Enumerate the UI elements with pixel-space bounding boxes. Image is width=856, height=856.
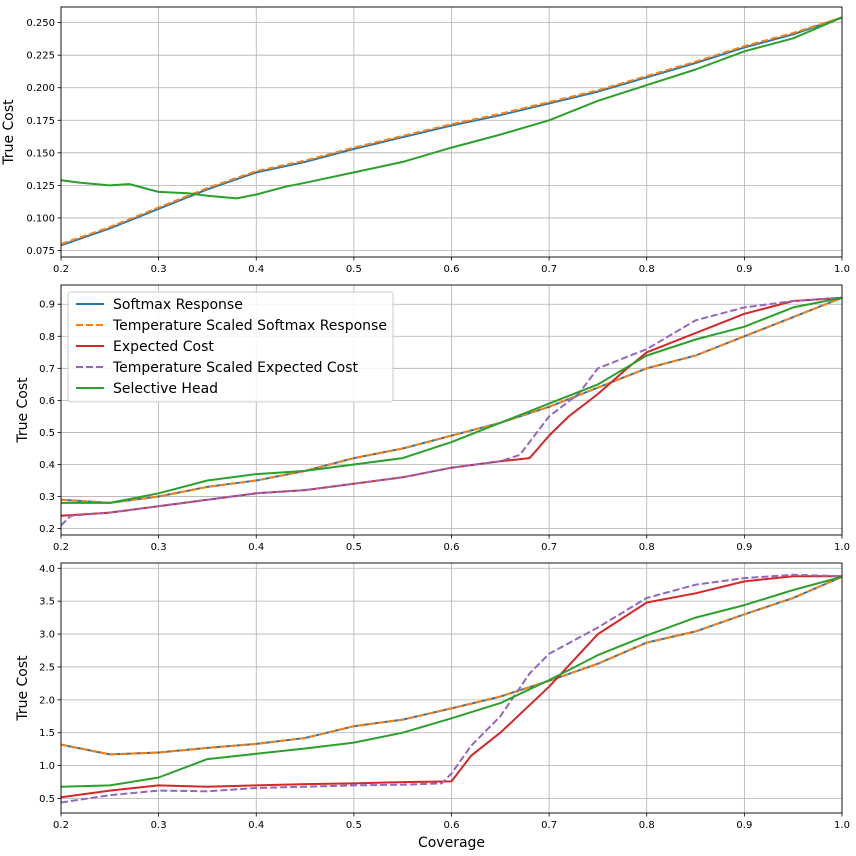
series-line-selective-head [61, 296, 842, 504]
y-tick-label: 0.4 [39, 460, 55, 471]
x-tick-label: 1.0 [834, 820, 850, 831]
y-tick-label: 0.200 [26, 83, 55, 94]
series-line-temperature-scaled-expected-cost [61, 296, 842, 527]
series-line-temperature-scaled-softmax-response [61, 575, 842, 756]
series-line-selective-head [61, 575, 842, 788]
x-tick-label: 0.2 [53, 542, 69, 553]
x-tick-label: 1.0 [834, 542, 850, 553]
series-line-expected-cost [61, 296, 842, 517]
y-tick-label: 0.250 [26, 18, 55, 29]
x-tick-label: 0.3 [151, 820, 167, 831]
x-tick-label: 0.5 [346, 820, 362, 831]
x-tick-label: 0.8 [639, 264, 655, 275]
y-tick-label: 1.5 [39, 728, 55, 739]
x-tick-label: 0.2 [53, 820, 69, 831]
y-tick-label: 0.6 [39, 396, 55, 407]
legend-label: Selective Head [113, 381, 218, 397]
legend-box [67, 291, 394, 403]
x-tick-label: 0.7 [541, 264, 557, 275]
y-tick-label: 0.175 [26, 116, 55, 127]
y-tick-label: 0.150 [26, 148, 55, 159]
y-tick-label: 0.075 [26, 246, 55, 257]
y-axis-label: True Cost [15, 655, 31, 722]
x-tick-label: 0.3 [151, 542, 167, 553]
x-tick-label: 0.8 [639, 820, 655, 831]
x-tick-label: 1.0 [834, 264, 850, 275]
series-line-temperature-scaled-expected-cost [61, 573, 842, 804]
legend-label: Expected Cost [113, 339, 214, 355]
x-tick-label: 0.9 [736, 820, 752, 831]
x-tick-label: 0.9 [736, 264, 752, 275]
x-tick-label: 0.5 [346, 264, 362, 275]
y-tick-label: 0.125 [26, 181, 55, 192]
legend-label: Temperature Scaled Expected Cost [112, 360, 359, 376]
x-tick-label: 0.5 [346, 542, 362, 553]
y-tick-label: 0.5 [39, 428, 55, 439]
x-tick-label: 0.3 [151, 264, 167, 275]
y-tick-label: 3.5 [39, 597, 55, 608]
y-tick-label: 0.3 [39, 492, 55, 503]
x-tick-label: 0.6 [444, 542, 460, 553]
legend: Softmax Response Temperature Scaled Softm… [67, 291, 394, 403]
y-tick-label: 2.5 [39, 662, 55, 673]
x-tick-label: 0.2 [53, 264, 69, 275]
y-tick-label: 2.0 [39, 695, 55, 706]
x-tick-label: 0.4 [248, 542, 264, 553]
x-tick-label: 0.6 [444, 820, 460, 831]
series-line-temperature-scaled-softmax-response [61, 296, 842, 504]
chart-panel-1: 0.2 0.3 0.4 0.5 0.6 0.7 0.8 0.9 1.0 0.075 0.100 0.1… [1, 6, 850, 275]
y-tick-label: 3.0 [39, 630, 55, 641]
y-tick-label: 1.0 [39, 761, 55, 772]
y-tick-label: 0.9 [39, 300, 55, 311]
y-tick-label: 4.0 [39, 564, 55, 575]
y-axis-label: True Cost [15, 377, 31, 444]
x-tick-label: 0.4 [248, 264, 264, 275]
chart-panel-2: 0.2 0.3 0.4 0.5 0.6 0.7 0.8 0.9 1.0 0.2 0.3 0.4 0.5 0… [15, 284, 850, 553]
y-tick-label: 0.5 [39, 794, 55, 805]
chart-panel-3: 0.2 0.3 0.4 0.5 0.6 0.7 0.8 0.9 1.0 0.5 1.0 1.5 2.0 2… [15, 562, 850, 851]
y-tick-label: 0.2 [39, 524, 55, 535]
x-tick-label: 0.4 [248, 820, 264, 831]
series-line-softmax-response [61, 16, 842, 247]
y-tick-label: 0.7 [39, 364, 55, 375]
x-tick-label: 0.7 [541, 542, 557, 553]
y-tick-label: 0.8 [39, 332, 55, 343]
x-tick-label: 0.9 [736, 542, 752, 553]
y-tick-label: 0.100 [26, 213, 55, 224]
x-tick-label: 0.8 [639, 542, 655, 553]
y-axis-label: True Cost [1, 99, 17, 166]
x-tick-label: 0.7 [541, 820, 557, 831]
series-line-selective-head [61, 16, 842, 200]
x-axis-label: Coverage [418, 835, 485, 851]
y-tick-label: 0.225 [26, 51, 55, 62]
x-tick-label: 0.6 [444, 264, 460, 275]
legend-label: Temperature Scaled Softmax Response [112, 318, 387, 334]
legend-label: Softmax Response [113, 297, 243, 313]
series-line-expected-cost [61, 575, 842, 799]
